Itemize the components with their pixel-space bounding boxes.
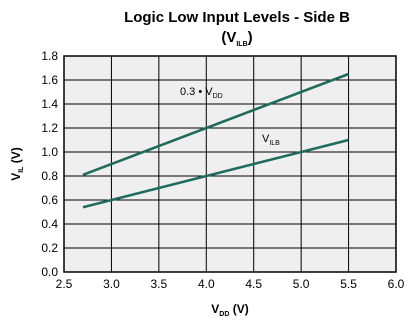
y-tick-label: 1.6 bbox=[41, 73, 58, 87]
y-tick-label: 1.2 bbox=[41, 121, 58, 135]
y-tick-label: 1.4 bbox=[41, 97, 58, 111]
series-lines bbox=[82, 72, 350, 209]
y-tick-label: 0.2 bbox=[41, 241, 58, 255]
y-tick-label: 0.4 bbox=[41, 217, 58, 231]
series-line-0 bbox=[82, 72, 350, 177]
series-label-0: 0.3 • VDD bbox=[180, 86, 223, 100]
x-tick-labels: 2.5 3.0 3.5 4.0 4.5 5.0 5.5 6.0 bbox=[56, 277, 405, 291]
x-tick-label: 3.0 bbox=[103, 277, 120, 291]
grid bbox=[64, 56, 396, 272]
series-label-1: VILB bbox=[262, 133, 280, 147]
y-tick-labels: 0.0 0.2 0.4 0.6 0.8 1.0 1.2 1.4 1.6 1.8 bbox=[41, 49, 58, 279]
y-tick-label: 0.6 bbox=[41, 193, 58, 207]
x-tick-label: 2.5 bbox=[56, 277, 73, 291]
chart-title: Logic Low Input Levels - Side B bbox=[124, 9, 350, 26]
x-tick-label: 4.5 bbox=[245, 277, 262, 291]
x-axis-title: VDD (V) bbox=[211, 302, 248, 318]
series-line-1 bbox=[82, 138, 349, 209]
x-tick-label: 5.0 bbox=[293, 277, 310, 291]
x-tick-label: 3.5 bbox=[151, 277, 168, 291]
y-axis-title: VIL (V) bbox=[9, 147, 25, 181]
chart-title-line2: (VILB) bbox=[221, 29, 252, 48]
x-tick-label: 6.0 bbox=[388, 277, 405, 291]
plot-area bbox=[63, 55, 397, 273]
x-tick-label: 5.5 bbox=[340, 277, 357, 291]
x-tick-label: 4.0 bbox=[198, 277, 215, 291]
y-tick-label: 1.8 bbox=[41, 49, 58, 63]
y-tick-label: 0.0 bbox=[41, 265, 58, 279]
y-tick-label: 0.8 bbox=[41, 169, 58, 183]
y-tick-label: 1.0 bbox=[41, 145, 58, 159]
